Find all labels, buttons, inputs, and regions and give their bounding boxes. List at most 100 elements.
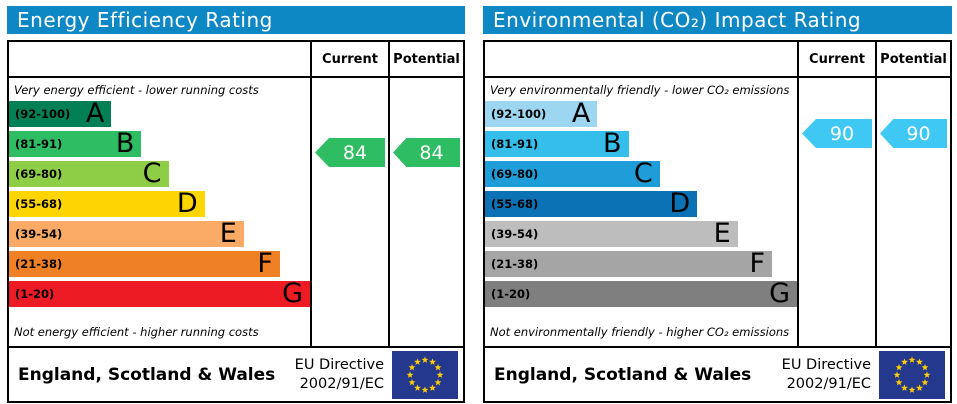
- bottom-scale-label: Not energy efficient - higher running co…: [14, 325, 259, 339]
- band-row-b: (81-91) B: [9, 128, 310, 159]
- band-row-a: (92-100) A: [9, 98, 310, 129]
- potential-column: 84: [388, 78, 463, 346]
- eu-flag-icon: [392, 350, 458, 399]
- band-range: (55-68): [15, 197, 63, 211]
- band-letter: G: [282, 278, 303, 309]
- band-bar-e: (39-54) E: [485, 218, 738, 249]
- band-bar-f: (21-38) F: [485, 248, 773, 279]
- potential-column: 90: [875, 78, 950, 346]
- rating-table: Current Potential Very energy efficient …: [7, 40, 465, 403]
- band-row-c: (69-80) C: [9, 158, 310, 189]
- band-range: (92-100): [15, 107, 71, 121]
- band-row-d: (55-68) D: [9, 188, 310, 219]
- band-letter: A: [571, 98, 591, 129]
- potential-rating-value: 90: [906, 122, 931, 145]
- band-row-g: (1-20) G: [485, 278, 797, 309]
- band-range: (69-80): [491, 167, 539, 181]
- band-bar-e: (39-54) E: [9, 218, 244, 249]
- band-letter: C: [142, 158, 162, 189]
- band-range: (39-54): [491, 227, 539, 241]
- table-header-row: Current Potential: [485, 42, 950, 78]
- band-letter: B: [115, 128, 135, 159]
- band-letter: G: [769, 278, 790, 309]
- bands: (92-100) A (81-91) B (69-80) C (55-68) D (39…: [485, 98, 797, 309]
- current-column-header: Current: [797, 42, 875, 76]
- eu-directive-label: EU Directive 2002/91/EC: [295, 356, 384, 394]
- band-letter: F: [257, 248, 273, 279]
- current-rating-arrow: 90: [802, 119, 872, 148]
- panel-title: Environmental (CO₂) Impact Rating: [483, 6, 952, 34]
- band-letter: F: [749, 248, 766, 279]
- table-footer: England, Scotland & Wales EU Directive 2…: [485, 346, 950, 401]
- band-range: (21-38): [491, 257, 539, 271]
- region-label: England, Scotland & Wales: [18, 364, 276, 385]
- band-letter: C: [633, 158, 653, 189]
- band-row-e: (39-54) E: [485, 218, 797, 249]
- band-letter: D: [176, 188, 198, 219]
- rating-body: Very environmentally friendly - lower CO…: [485, 78, 950, 346]
- band-letter: E: [219, 218, 237, 249]
- top-scale-label: Very environmentally friendly - lower CO…: [490, 83, 790, 97]
- potential-rating-arrow: 90: [880, 119, 947, 148]
- region-label: England, Scotland & Wales: [494, 364, 752, 385]
- band-row-a: (92-100) A: [485, 98, 797, 129]
- band-row-b: (81-91) B: [485, 128, 797, 159]
- bottom-scale-label: Not environmentally friendly - higher CO…: [490, 325, 790, 339]
- band-range: (55-68): [491, 197, 539, 211]
- band-range: (1-20): [491, 287, 531, 301]
- band-bar-f: (21-38) F: [9, 248, 280, 279]
- band-range: (1-20): [15, 287, 55, 301]
- band-bar-g: (1-20) G: [485, 278, 797, 309]
- eu-flag-icon: [879, 350, 945, 399]
- band-bar-c: (69-80) C: [9, 158, 169, 189]
- band-bar-b: (81-91) B: [9, 128, 142, 159]
- band-bar-b: (81-91) B: [485, 128, 629, 159]
- table-header-row: Current Potential: [9, 42, 463, 78]
- band-bar-c: (69-80) C: [485, 158, 660, 189]
- current-column: 84: [310, 78, 388, 346]
- band-letter: D: [669, 188, 691, 219]
- eu-directive-line1: EU Directive: [781, 356, 871, 373]
- current-rating-value: 90: [829, 122, 855, 145]
- band-bar-d: (55-68) D: [9, 188, 205, 219]
- band-range: (92-100): [491, 107, 547, 121]
- current-column: 90: [797, 78, 875, 346]
- band-letter: B: [602, 128, 622, 159]
- table-footer: England, Scotland & Wales EU Directive 2…: [9, 346, 463, 401]
- band-row-g: (1-20) G: [9, 278, 310, 309]
- potential-rating-arrow: 84: [393, 138, 460, 167]
- band-letter: A: [85, 98, 105, 129]
- band-letter: E: [713, 218, 731, 249]
- band-range: (81-91): [15, 137, 63, 151]
- rating-table: Current Potential Very environmentally f…: [483, 40, 952, 403]
- eu-directive-line1: EU Directive: [294, 356, 384, 373]
- band-range: (69-80): [15, 167, 63, 181]
- band-row-f: (21-38) F: [9, 248, 310, 279]
- band-chart: Very environmentally friendly - lower CO…: [485, 78, 797, 346]
- band-bar-a: (92-100) A: [485, 98, 598, 129]
- band-bar-a: (92-100) A: [9, 98, 112, 129]
- band-chart: Very energy efficient - lower running co…: [9, 78, 310, 346]
- band-bar-g: (1-20) G: [9, 278, 310, 309]
- potential-column-header: Potential: [875, 42, 950, 76]
- band-row-c: (69-80) C: [485, 158, 797, 189]
- bands: (92-100) A (81-91) B (69-80) C (55-68) D (39…: [9, 98, 310, 309]
- eu-directive-line2: 2002/91/EC: [786, 375, 871, 392]
- panel-title: Energy Efficiency Rating: [7, 6, 465, 34]
- energy-efficiency-panel: Energy Efficiency Rating Current Potenti…: [7, 6, 465, 404]
- top-scale-label: Very energy efficient - lower running co…: [14, 83, 259, 97]
- potential-column-header: Potential: [388, 42, 463, 76]
- current-rating-value: 84: [342, 141, 368, 164]
- band-bar-d: (55-68) D: [485, 188, 698, 219]
- band-row-f: (21-38) F: [485, 248, 797, 279]
- rating-body: Very energy efficient - lower running co…: [9, 78, 463, 346]
- band-range: (21-38): [15, 257, 63, 271]
- band-row-d: (55-68) D: [485, 188, 797, 219]
- potential-rating-value: 84: [419, 141, 444, 164]
- current-column-header: Current: [310, 42, 388, 76]
- band-row-e: (39-54) E: [9, 218, 310, 249]
- eu-directive-line2: 2002/91/EC: [299, 375, 384, 392]
- eu-directive-label: EU Directive 2002/91/EC: [782, 356, 871, 394]
- band-range: (81-91): [491, 137, 539, 151]
